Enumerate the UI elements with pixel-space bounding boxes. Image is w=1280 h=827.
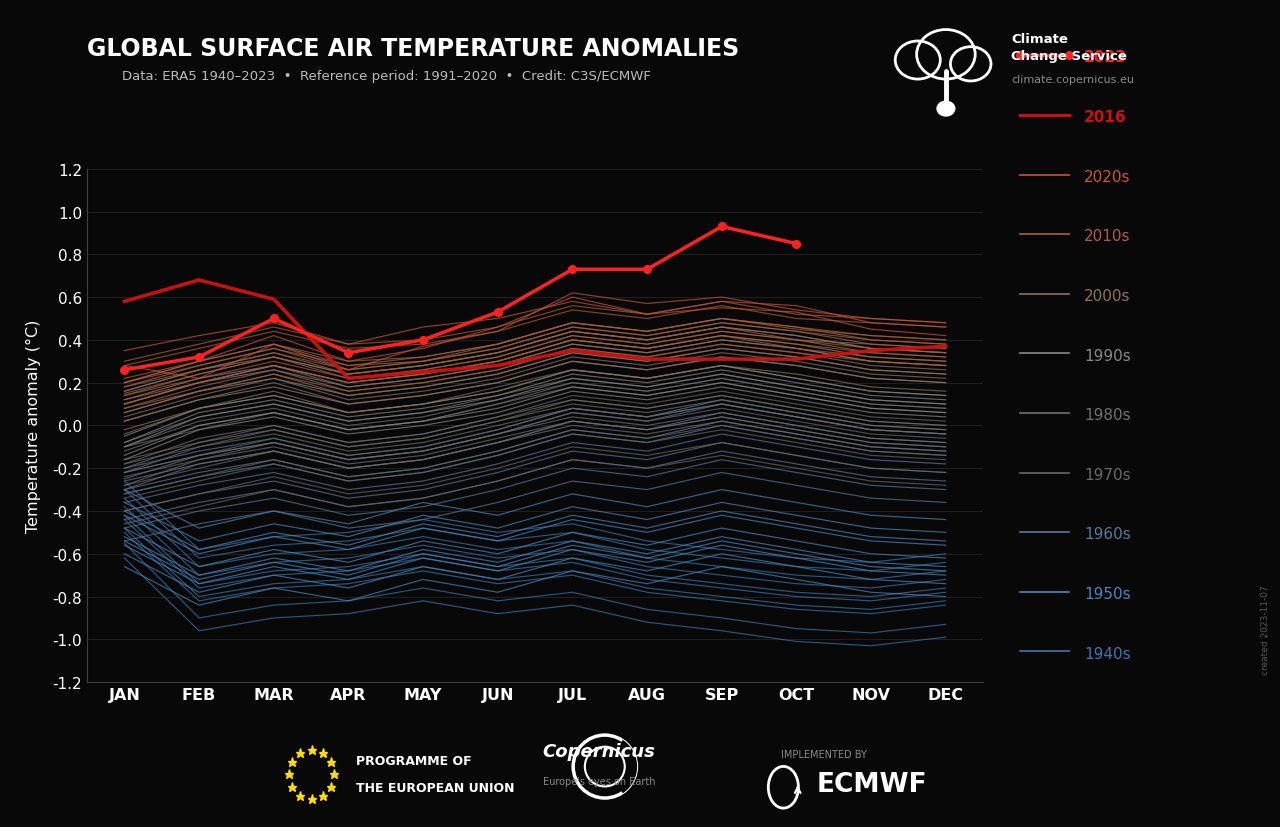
Text: 1950s: 1950s [1084,586,1130,601]
Wedge shape [621,741,636,792]
Text: 2023: 2023 [1084,50,1126,65]
Text: IMPLEMENTED BY: IMPLEMENTED BY [781,749,867,759]
Text: Copernicus: Copernicus [543,742,655,760]
Text: 1960s: 1960s [1084,527,1132,542]
Text: 2020s: 2020s [1084,170,1130,184]
Y-axis label: Temperature anomaly (°C): Temperature anomaly (°C) [27,319,41,533]
Text: ECMWF: ECMWF [817,771,927,797]
Text: 1940s: 1940s [1084,646,1130,661]
Circle shape [937,102,955,117]
Text: Europe's eyes on Earth: Europe's eyes on Earth [543,777,655,786]
Text: Data: ERA5 1940–2023  •  Reference period: 1991–2020  •  Credit: C3S/ECMWF: Data: ERA5 1940–2023 • Reference period:… [122,70,650,84]
Text: 2000s: 2000s [1084,289,1130,304]
Text: GLOBAL SURFACE AIR TEMPERATURE ANOMALIES: GLOBAL SURFACE AIR TEMPERATURE ANOMALIES [87,37,740,61]
Text: PROGRAMME OF: PROGRAMME OF [356,754,471,767]
Text: 1980s: 1980s [1084,408,1130,423]
Text: climate.copernicus.eu: climate.copernicus.eu [1011,74,1134,84]
Text: 1970s: 1970s [1084,467,1130,482]
Text: 2016: 2016 [1084,110,1126,125]
Text: created 2023-11-07: created 2023-11-07 [1261,585,1270,674]
Text: 1990s: 1990s [1084,348,1132,363]
Text: 2010s: 2010s [1084,229,1130,244]
Text: Climate: Climate [1011,33,1068,46]
Text: Change Service: Change Service [1011,50,1128,63]
Text: THE EUROPEAN UNION: THE EUROPEAN UNION [356,781,515,794]
